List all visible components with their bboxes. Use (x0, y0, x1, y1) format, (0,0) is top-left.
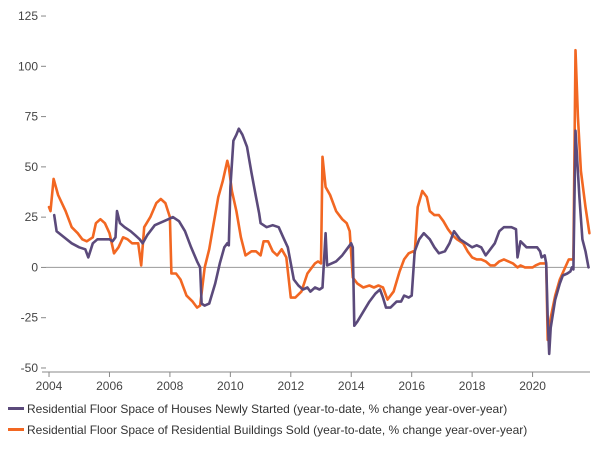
legend-item-buildings-sold: Residential Floor Space of Residential B… (8, 419, 598, 440)
x-axis: 2004 2006 2008 2010 2012 2014 2016 2018 2020 (36, 371, 590, 393)
x-tick-label: 2012 (277, 379, 304, 393)
legend-label: Residential Floor Space of Residential B… (27, 422, 528, 437)
y-tick-label: -50 (21, 361, 39, 375)
y-tick-label: 100 (18, 59, 38, 73)
x-tick-label: 2016 (398, 379, 425, 393)
x-tick-label: 2020 (519, 379, 546, 393)
legend-swatch (8, 407, 24, 410)
y-tick-label: 125 (18, 9, 38, 23)
legend: Residential Floor Space of Houses Newly … (8, 398, 598, 440)
x-tick-label: 2004 (36, 379, 63, 393)
legend-swatch (8, 428, 24, 431)
x-tick-label: 2010 (217, 379, 244, 393)
y-tick-label: 25 (25, 210, 39, 224)
y-tick-label: 0 (31, 260, 38, 274)
x-tick-label: 2008 (157, 379, 184, 393)
legend-label: Residential Floor Space of Houses Newly … (27, 401, 508, 416)
y-tick-label: 50 (25, 160, 39, 174)
x-tick-label: 2018 (459, 379, 486, 393)
x-tick-label: 2014 (338, 379, 365, 393)
y-tick-label: -25 (21, 311, 39, 325)
x-tick-label: 2006 (96, 379, 123, 393)
legend-item-houses-started: Residential Floor Space of Houses Newly … (8, 398, 598, 419)
series-group (47, 48, 591, 356)
y-axis: 125 100 75 50 25 0 -25 -50 (18, 9, 46, 375)
series-line-buildings-sold (47, 48, 591, 342)
line-chart: 125 100 75 50 25 0 -25 -50 2004 2006 2008 2010 2012… (18, 9, 591, 393)
y-tick-label: 75 (25, 110, 39, 124)
series-line-houses-started (52, 127, 590, 356)
